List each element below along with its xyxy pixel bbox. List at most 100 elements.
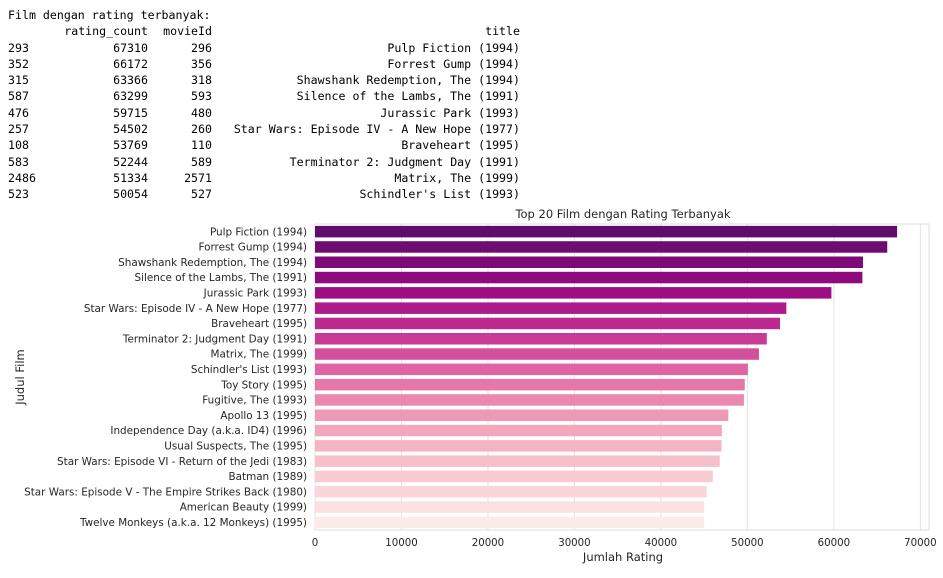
table-row: 352 66172 356 Forrest Gump (1994): [8, 56, 520, 72]
title-cell: Forrest Gump (1994): [387, 56, 520, 71]
table-header-row: rating_count movieId title: [8, 23, 520, 39]
title-cell: Schindler's List (1993): [359, 187, 520, 202]
movie-id-cell: 527: [191, 187, 212, 202]
y-axis-label: Judul Film: [13, 349, 27, 406]
rating-count-cell: 54502: [113, 122, 148, 137]
row-index: 523: [8, 187, 29, 202]
bar: [315, 470, 713, 483]
bars: [315, 225, 898, 529]
bar: [315, 501, 705, 513]
x-tick-label: 70000: [904, 538, 936, 549]
row-index: 583: [8, 154, 29, 169]
y-tick-label: Silence of the Lambs, The (1991): [134, 272, 307, 284]
rating-count-cell: 67310: [113, 40, 148, 55]
title-cell: Matrix, The (1999): [394, 170, 520, 185]
column-header: movieId: [163, 24, 212, 39]
y-tick-label: Batman (1989): [229, 471, 308, 483]
title-cell: Shawshank Redemption, The (1994): [296, 73, 520, 88]
bar: [315, 302, 787, 314]
title-cell: Pulp Fiction (1994): [387, 40, 520, 55]
x-tick-label: 30000: [558, 538, 590, 549]
table-row: 315 63366 318 Shawshank Redemption, The (19…: [8, 72, 520, 88]
rating-count-cell: 53769: [113, 138, 148, 153]
y-tick-label: Shawshank Redemption, The (1994): [118, 257, 307, 269]
rating-count-cell: 66172: [113, 56, 148, 71]
bar: [315, 486, 707, 498]
table-row: 476 59715 480 Jurassic Park (1993): [8, 105, 520, 121]
y-tick-label: Star Wars: Episode IV - A New Hope (1977…: [84, 303, 307, 315]
row-index: 2486: [8, 170, 36, 185]
x-axis-label: Jumlah Rating: [582, 550, 663, 564]
bar: [315, 440, 722, 452]
table-row: 293 67310 296 Pulp Fiction (1994): [8, 40, 520, 56]
row-index: 257: [8, 122, 29, 137]
title-cell: Braveheart (1995): [401, 138, 520, 153]
movie-id-cell: 296: [191, 40, 212, 55]
x-tick-label: 10000: [385, 538, 417, 549]
bar: [315, 225, 898, 238]
y-tick-label: Star Wars: Episode V - The Empire Strike…: [24, 486, 307, 498]
x-tick-label: 60000: [818, 538, 850, 549]
rating-count-cell: 52244: [113, 154, 148, 169]
movie-id-cell: 480: [191, 105, 212, 120]
rating-count-cell: 51334: [113, 170, 148, 185]
row-index: 587: [8, 89, 29, 104]
bar: [315, 394, 744, 406]
row-index: 293: [8, 40, 29, 55]
bar: [315, 516, 705, 529]
bar: [315, 317, 780, 330]
x-tick-label: 50000: [731, 538, 763, 549]
movie-id-cell: 593: [191, 89, 212, 104]
y-tick-labels: Pulp Fiction (1994) Forrest Gump (1994) Sh…: [24, 226, 307, 529]
y-tick-label: Matrix, The (1999): [211, 349, 308, 361]
bar: [315, 256, 863, 268]
title-cell: Star Wars: Episode IV - A New Hope (1977…: [233, 122, 520, 137]
y-tick-label: Apollo 13 (1995): [220, 410, 307, 422]
table-row: 583 52244 589 Terminator 2: Judgment Day (1…: [8, 154, 520, 170]
row-index: 108: [8, 138, 29, 153]
console-heading: Film dengan rating terbanyak:: [8, 8, 211, 22]
y-tick-label: Braveheart (1995): [211, 318, 307, 330]
table-row: 108 53769 110 Braveheart (1995): [8, 137, 520, 153]
movie-id-cell: 356: [191, 56, 212, 71]
bar: [315, 271, 863, 284]
rating-count-cell: 59715: [113, 105, 148, 120]
x-tick-labels: 0 10000 20000 30000 40000 50000 60000 70000: [312, 538, 937, 549]
plot-area: [314, 223, 930, 531]
y-tick-label: Usual Suspects, The (1995): [164, 440, 307, 452]
table-row: 257 54502 260 Star Wars: Episode IV - A New…: [8, 121, 520, 137]
row-index: 352: [8, 56, 29, 71]
bar: [315, 424, 722, 437]
title-cell: Jurassic Park (1993): [380, 105, 520, 120]
y-tick-label: Twelve Monkeys (a.k.a. 12 Monkeys) (1995…: [79, 517, 307, 529]
row-index: 315: [8, 73, 29, 88]
console-output: Film dengan rating terbanyak: rating_cou…: [0, 0, 520, 203]
x-tick-label: 40000: [645, 538, 677, 549]
table-row: 587 63299 593 Silence of the Lambs, The (19…: [8, 88, 520, 104]
bar: [315, 409, 729, 421]
bar: [315, 333, 767, 345]
rating-count-cell: 50054: [113, 187, 148, 202]
x-tick-label: 20000: [472, 538, 504, 549]
bar: [315, 378, 745, 391]
bar: [315, 455, 720, 467]
y-tick-label: Terminator 2: Judgment Day (1991): [122, 333, 307, 345]
x-tick-label: 0: [312, 538, 318, 549]
y-tick-label: Toy Story (1995): [220, 379, 307, 391]
row-index: 476: [8, 105, 29, 120]
y-tick-label: Pulp Fiction (1994): [210, 226, 307, 238]
title-cell: Terminator 2: Judgment Day (1991): [289, 154, 520, 169]
bar: [315, 363, 748, 376]
movie-id-cell: 260: [191, 122, 212, 137]
y-tick-label: Independence Day (a.k.a. ID4) (1996): [110, 425, 307, 437]
table-row: 523 50054 527 Schindler's List (1993): [8, 186, 520, 202]
movie-id-cell: 110: [191, 138, 212, 153]
y-tick-label: Schindler's List (1993): [191, 364, 307, 376]
movie-id-cell: 318: [191, 73, 212, 88]
title-cell: Silence of the Lambs, The (1991): [296, 89, 520, 104]
y-tick-label: Forrest Gump (1994): [199, 242, 308, 254]
y-tick-label: Fugitive, The (1993): [202, 395, 307, 407]
y-tick-label: Star Wars: Episode VI - Return of the Je…: [57, 456, 307, 468]
y-tick-label: Jurassic Park (1993): [203, 287, 307, 299]
